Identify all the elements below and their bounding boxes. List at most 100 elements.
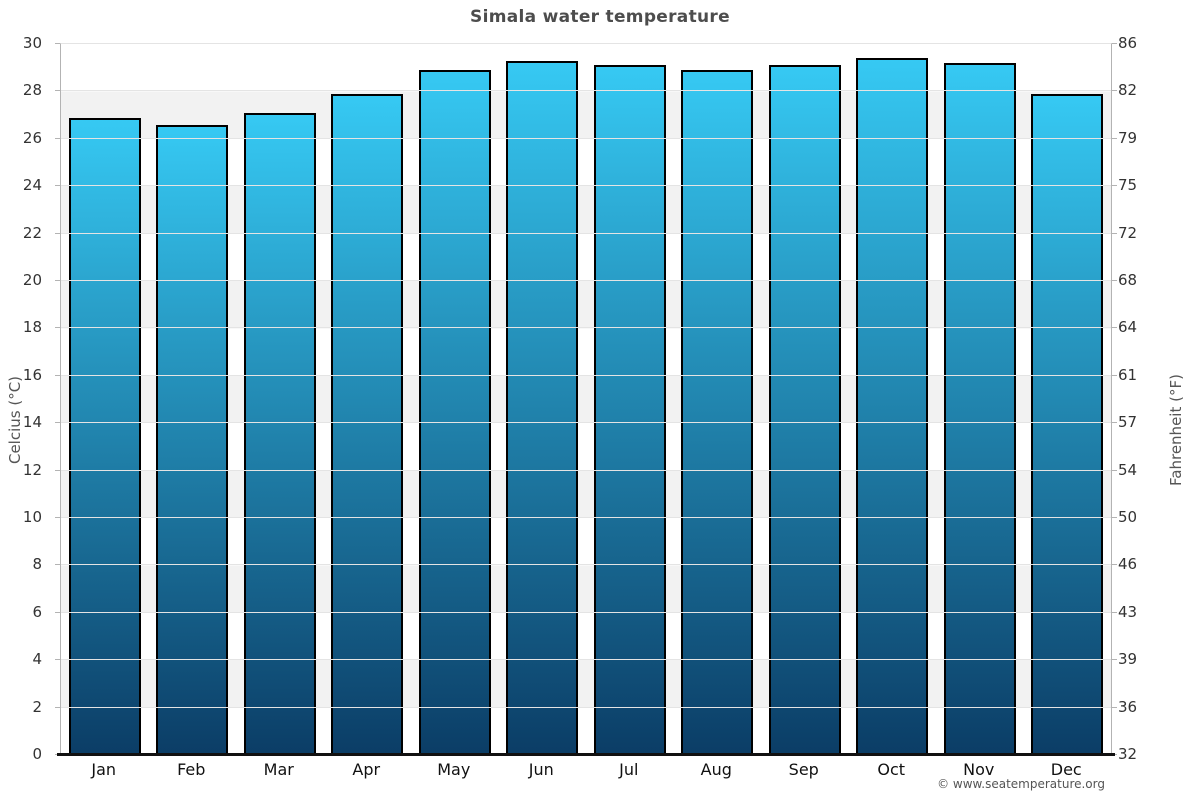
y-tick-label-fahrenheit: 75: [1118, 176, 1138, 195]
bar-slot: [61, 44, 149, 755]
x-axis-months: Jan Feb Mar Apr May Jun Jul Aug Sep Oct Nov Dec: [60, 760, 1110, 779]
bar-dec: [1031, 93, 1104, 755]
bar-slot: [324, 44, 412, 755]
bar-jun: [506, 60, 579, 755]
tick-mark: [55, 422, 60, 424]
gridline: [61, 185, 1111, 187]
gridline: [61, 137, 1111, 139]
bar-oct: [856, 58, 929, 755]
bar-mar: [243, 112, 316, 755]
tick-mark: [55, 137, 60, 139]
tick-mark: [1112, 327, 1117, 329]
y-tick-label-celsius: 16: [22, 365, 42, 384]
tick-mark: [55, 280, 60, 281]
tick-mark: [1112, 517, 1117, 518]
gridline: [61, 374, 1111, 376]
tick-mark: [55, 517, 60, 518]
tick-mark: [1112, 564, 1117, 566]
x-tick-label: Jun: [528, 760, 554, 779]
y-tick-label-celsius: 8: [32, 555, 42, 574]
y-tick-label-fahrenheit: 54: [1118, 460, 1138, 479]
y-tick-label-celsius: 14: [22, 413, 42, 432]
bar-slot: [674, 44, 762, 755]
bar-aug: [681, 70, 754, 755]
tick-mark: [1112, 422, 1117, 424]
bar-sep: [768, 65, 841, 755]
gridline: [61, 517, 1111, 518]
bar-slot: [411, 44, 499, 755]
bar-apr: [331, 93, 404, 755]
y-tick-label-fahrenheit: 39: [1118, 650, 1138, 669]
bar-feb: [156, 124, 229, 755]
bar-slot: [149, 44, 237, 755]
y-tick-label-celsius: 12: [22, 460, 42, 479]
y-tick-label-celsius: 26: [22, 128, 42, 147]
gridline: [61, 469, 1111, 471]
tick-mark: [55, 706, 60, 708]
gridline: [61, 43, 1111, 44]
gridline: [61, 659, 1111, 661]
x-tick-label: Apr: [352, 760, 381, 779]
x-tick-label: Jan: [91, 760, 117, 779]
tick-mark: [1112, 43, 1117, 44]
tick-mark: [55, 90, 60, 92]
x-tick-label: May: [437, 760, 471, 779]
tick-mark: [55, 469, 60, 471]
y-tick-label-fahrenheit: 57: [1118, 413, 1138, 432]
y-tick-label-fahrenheit: 32: [1118, 745, 1138, 763]
tick-mark: [1112, 137, 1117, 139]
tick-mark: [1112, 280, 1117, 281]
bar-slot: [1024, 44, 1112, 755]
gridline: [61, 611, 1111, 613]
tick-mark: [1112, 706, 1117, 708]
x-tick-label: Mar: [263, 760, 294, 779]
x-tick-label: Oct: [877, 760, 906, 779]
tick-mark: [1112, 374, 1117, 376]
y-tick-label-celsius: 2: [32, 697, 42, 716]
tick-mark: [55, 43, 60, 44]
y-tick-label-celsius: 30: [22, 34, 42, 52]
bar-slot: [586, 44, 674, 755]
y-tick-label-fahrenheit: 61: [1118, 365, 1138, 384]
y-tick-label-fahrenheit: 79: [1118, 128, 1138, 147]
x-tick-label: Jul: [619, 760, 639, 779]
y-axis-title-fahrenheit: Fahrenheit (°F): [1167, 374, 1185, 486]
tick-mark: [55, 327, 60, 329]
gridline: [61, 232, 1111, 234]
tick-mark: [55, 611, 60, 613]
tick-mark: [1112, 90, 1117, 92]
y-axis-title-celsius: Celcius (°C): [6, 375, 24, 465]
y-tick-label-fahrenheit: 43: [1118, 602, 1138, 621]
y-tick-label-celsius: 6: [32, 602, 42, 621]
y-tick-label-fahrenheit: 46: [1118, 555, 1138, 574]
y-tick-label-celsius: 28: [22, 81, 42, 100]
x-tick-label: Feb: [177, 760, 206, 779]
bar-jul: [593, 65, 666, 755]
tick-mark: [1112, 611, 1117, 613]
y-tick-label-fahrenheit: 82: [1118, 81, 1138, 100]
tick-mark: [1112, 659, 1117, 661]
y-axis-celsius: 0 2 4 6 8 10 12 14 16 18 20 22 24 26 28 30: [0, 34, 48, 763]
tick-mark: [1112, 469, 1117, 471]
gridline: [61, 280, 1111, 281]
x-tick-label: Nov: [963, 760, 995, 779]
x-axis-baseline: [57, 753, 1115, 756]
y-tick-label-fahrenheit: 72: [1118, 223, 1138, 242]
bar-slot: [499, 44, 587, 755]
tick-mark: [55, 232, 60, 234]
bar-nov: [943, 63, 1016, 755]
tick-mark: [55, 564, 60, 566]
y-tick-label-celsius: 18: [22, 318, 42, 337]
bar-may: [418, 70, 491, 755]
attribution: © www.seatemperature.org: [937, 777, 1105, 791]
tick-mark: [55, 659, 60, 661]
y-tick-label-fahrenheit: 36: [1118, 697, 1138, 716]
bar-jan: [68, 117, 141, 755]
gridline: [61, 564, 1111, 566]
y-tick-label-fahrenheit: 86: [1118, 34, 1138, 52]
bar-slot: [761, 44, 849, 755]
y-tick-label-celsius: 22: [22, 223, 42, 242]
tick-mark: [55, 185, 60, 187]
y-tick-label-fahrenheit: 50: [1118, 508, 1138, 526]
bar-slot: [849, 44, 937, 755]
